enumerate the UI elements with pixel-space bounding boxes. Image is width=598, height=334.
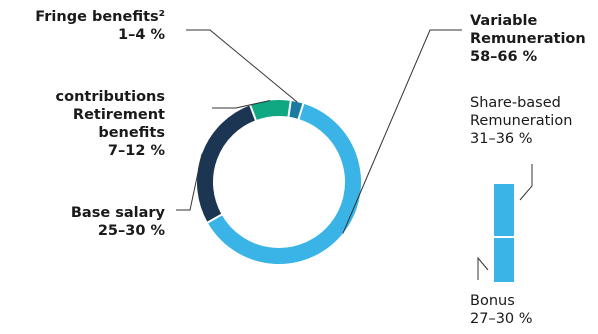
label-retirement-benefits: contributions Retirement benefits 7–12 % <box>56 88 165 160</box>
variable-remuneration-name: Variable Remuneration <box>470 12 586 48</box>
retirement-label-line-3: benefits <box>98 125 165 141</box>
slice-separator <box>206 213 223 224</box>
share-label-line-2: Remuneration <box>470 113 573 129</box>
bar-segment-share-based-remuneration <box>494 184 514 237</box>
variable-remuneration-range: 58–66 % <box>470 49 538 65</box>
slice-variable-remuneration <box>207 103 361 264</box>
leader-lines <box>176 29 533 280</box>
variable-label-line-1: Variable <box>470 13 538 29</box>
leader-retirement-benefits <box>212 99 271 109</box>
label-base-salary: Base salary 25–30 % <box>71 204 165 240</box>
retirement-benefits-range: 7–12 % <box>107 143 165 159</box>
share-based-remuneration-name: Share-based Remuneration <box>470 94 572 130</box>
leader-base-salary <box>176 153 203 211</box>
label-share-based-remuneration: Share-based Remuneration 31–36 % <box>470 94 572 148</box>
leader-bonus <box>477 256 489 280</box>
fringe-benefits-name: Fringe benefits² <box>35 9 165 25</box>
retirement-label-line-1: contributions <box>55 89 165 105</box>
leader-share-based-remuneration <box>519 164 533 201</box>
slice-separator <box>287 99 292 118</box>
donut-slices <box>197 99 361 264</box>
bar-segment-bonus <box>494 236 514 282</box>
base-salary-range: 25–30 % <box>97 223 165 239</box>
slice-separator <box>297 102 305 121</box>
retirement-benefits-name: contributions Retirement benefits <box>56 88 165 142</box>
leader-variable-remuneration <box>342 29 462 234</box>
slice-retirement-benefits <box>250 100 291 121</box>
base-salary-name: Base salary <box>70 205 165 221</box>
slice-base-salary <box>197 105 257 223</box>
leader-fringe-benefits <box>186 29 298 103</box>
slice-separator <box>248 103 258 122</box>
bonus-name: Bonus <box>470 293 515 309</box>
label-bonus: Bonus 27–30 % <box>470 292 533 328</box>
share-based-remuneration-range: 31–36 % <box>470 131 533 147</box>
share-label-line-1: Share-based <box>470 95 561 111</box>
variable-breakdown-bar <box>494 184 514 282</box>
label-fringe-benefits: Fringe benefits² 1–4 % <box>35 8 165 44</box>
fringe-benefits-range: 1–4 % <box>117 27 165 43</box>
slice-fringe-benefits <box>288 100 304 120</box>
variable-label-line-2: Remuneration <box>470 31 586 47</box>
retirement-label-line-2: Retirement <box>72 107 165 123</box>
bonus-range: 27–30 % <box>470 311 533 327</box>
label-variable-remuneration: Variable Remuneration 58–66 % <box>470 12 586 66</box>
